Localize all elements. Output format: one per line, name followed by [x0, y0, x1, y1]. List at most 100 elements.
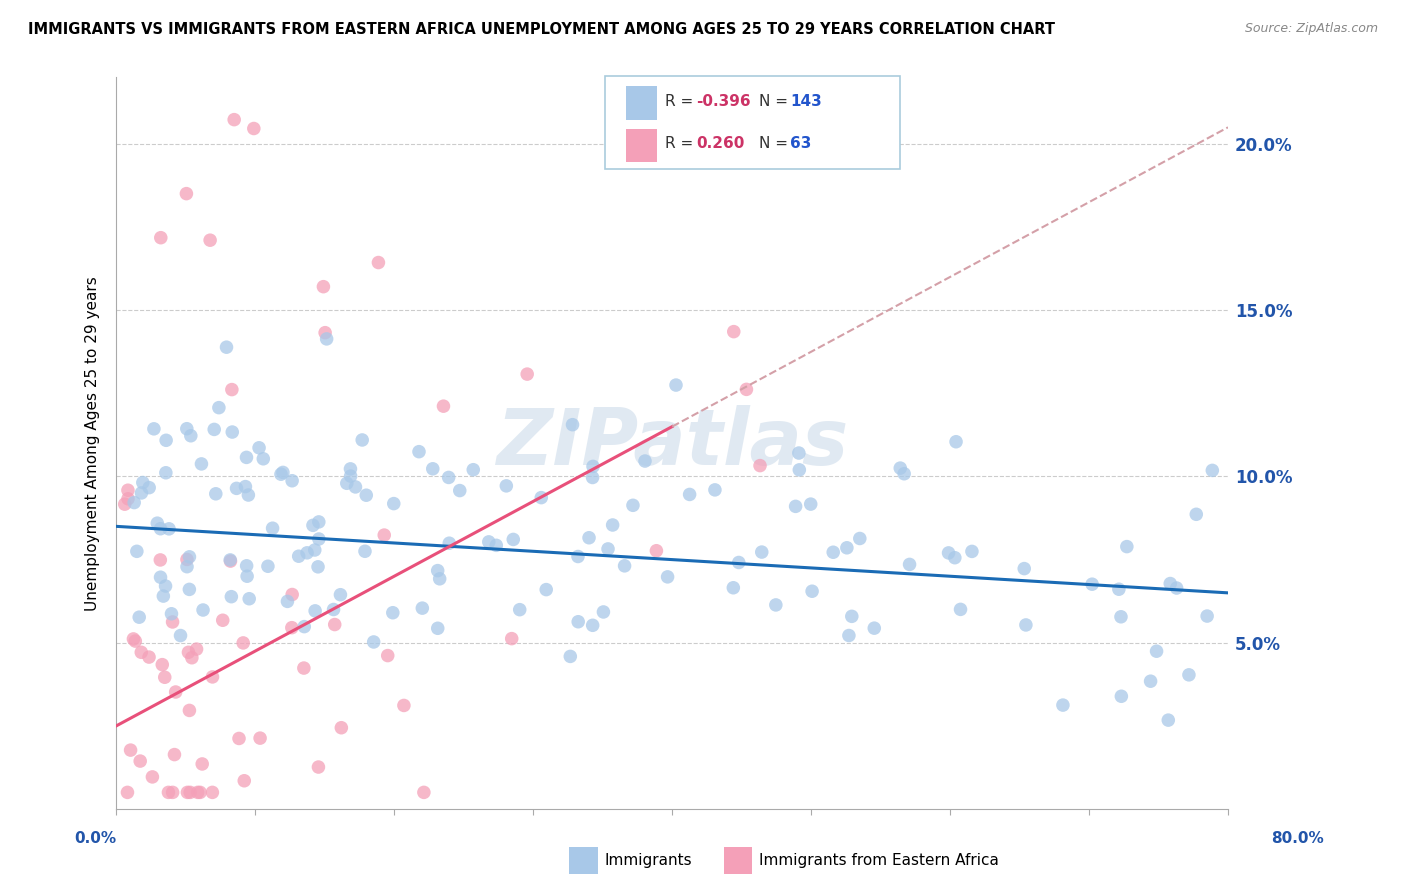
- Point: [463, 463, 485, 477]
- Point: [122, 495, 145, 509]
- Point: [893, 467, 915, 481]
- Point: [179, 785, 201, 799]
- Text: N =: N =: [759, 136, 793, 152]
- Point: [429, 572, 451, 586]
- Point: [221, 383, 243, 397]
- Text: 0.260: 0.260: [696, 136, 744, 152]
- Point: [1197, 609, 1219, 624]
- Point: [678, 487, 700, 501]
- Point: [120, 743, 142, 757]
- Text: 63: 63: [790, 136, 811, 152]
- Point: [437, 470, 460, 484]
- Point: [122, 632, 145, 646]
- Point: [186, 642, 208, 657]
- Point: [202, 422, 225, 436]
- Point: [377, 648, 399, 663]
- Point: [191, 603, 214, 617]
- Point: [561, 417, 583, 432]
- Text: Immigrants: Immigrants: [605, 854, 692, 868]
- Point: [422, 462, 444, 476]
- Point: [138, 481, 160, 495]
- Point: [308, 515, 330, 529]
- Point: [392, 698, 415, 713]
- Point: [478, 534, 501, 549]
- Point: [165, 685, 187, 699]
- Point: [201, 785, 224, 799]
- Point: [304, 543, 326, 558]
- Point: [228, 731, 250, 746]
- Point: [329, 588, 352, 602]
- Point: [567, 615, 589, 629]
- Point: [367, 255, 389, 269]
- Point: [219, 554, 242, 568]
- Point: [287, 549, 309, 564]
- Point: [262, 521, 284, 535]
- Point: [596, 541, 619, 556]
- Point: [270, 467, 292, 482]
- Text: 143: 143: [790, 94, 823, 109]
- Point: [117, 491, 139, 506]
- Point: [785, 500, 807, 514]
- Point: [292, 661, 315, 675]
- Point: [727, 556, 749, 570]
- Point: [592, 605, 614, 619]
- Point: [373, 528, 395, 542]
- Point: [235, 558, 257, 573]
- Text: R =: R =: [665, 94, 699, 109]
- Text: IMMIGRANTS VS IMMIGRANTS FROM EASTERN AFRICA UNEMPLOYMENT AMONG AGES 25 TO 29 YE: IMMIGRANTS VS IMMIGRANTS FROM EASTERN AF…: [28, 22, 1054, 37]
- Point: [235, 450, 257, 465]
- Point: [1178, 668, 1201, 682]
- Point: [157, 522, 180, 536]
- Point: [849, 532, 872, 546]
- Point: [1166, 581, 1188, 595]
- Point: [800, 497, 823, 511]
- Point: [179, 703, 201, 717]
- Point: [943, 550, 966, 565]
- Point: [190, 457, 212, 471]
- Point: [485, 538, 508, 552]
- Point: [495, 479, 517, 493]
- Point: [863, 621, 886, 635]
- Point: [352, 433, 374, 447]
- Point: [322, 602, 344, 616]
- Point: [292, 619, 315, 633]
- Point: [307, 559, 329, 574]
- Point: [1111, 690, 1133, 704]
- Text: 0.0%: 0.0%: [75, 831, 117, 846]
- Point: [233, 773, 256, 788]
- Point: [232, 636, 254, 650]
- Point: [336, 476, 359, 491]
- Point: [835, 541, 858, 555]
- Point: [582, 618, 605, 632]
- Point: [657, 570, 679, 584]
- Point: [582, 459, 605, 474]
- Point: [221, 425, 243, 439]
- Point: [634, 454, 657, 468]
- Point: [1015, 618, 1038, 632]
- Point: [751, 545, 773, 559]
- Point: [1146, 644, 1168, 658]
- Point: [225, 481, 247, 495]
- Point: [560, 649, 582, 664]
- Point: [1159, 576, 1181, 591]
- Point: [412, 785, 434, 799]
- Point: [621, 498, 644, 512]
- Point: [602, 518, 624, 533]
- Point: [211, 613, 233, 627]
- Point: [439, 536, 461, 550]
- Point: [1185, 508, 1208, 522]
- Point: [281, 587, 304, 601]
- Point: [238, 591, 260, 606]
- Point: [162, 785, 184, 799]
- Point: [149, 230, 172, 244]
- Point: [224, 112, 246, 127]
- Point: [1081, 577, 1104, 591]
- Point: [176, 552, 198, 566]
- Point: [176, 559, 198, 574]
- Point: [534, 582, 557, 597]
- Point: [149, 570, 172, 584]
- Point: [169, 628, 191, 642]
- Point: [530, 491, 553, 505]
- Point: [949, 602, 972, 616]
- Point: [125, 544, 148, 558]
